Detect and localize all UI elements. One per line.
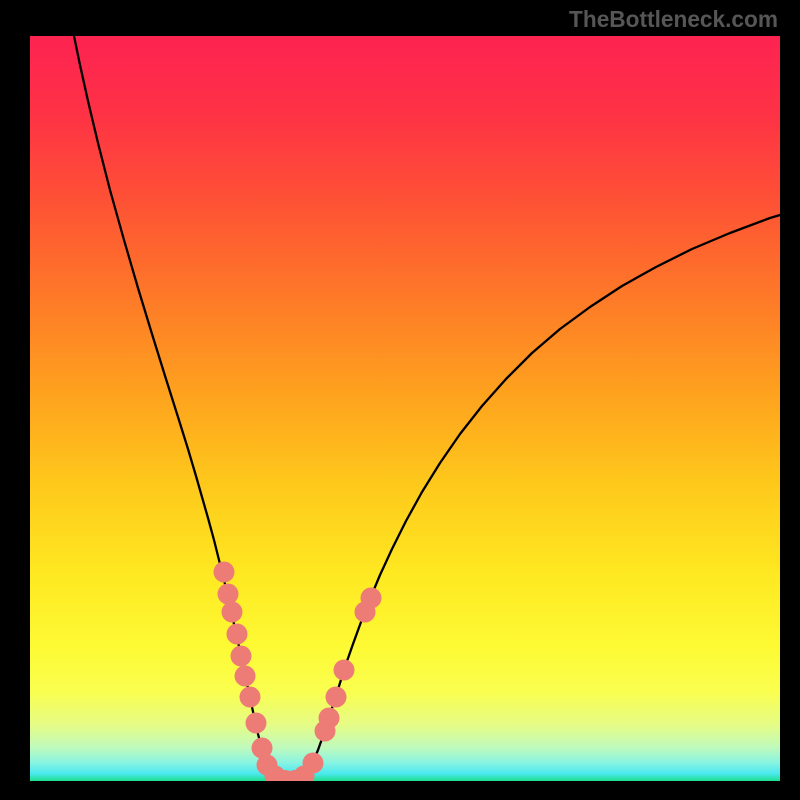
data-dot (361, 588, 382, 609)
data-dot (334, 660, 355, 681)
plot-area (30, 36, 780, 781)
data-dot (326, 687, 347, 708)
data-dot (303, 753, 324, 774)
watermark-text: TheBottleneck.com (569, 6, 778, 33)
chart-svg-layer (30, 36, 780, 781)
curve-left-branch (74, 36, 290, 781)
chart-stage: TheBottleneck.com (0, 0, 800, 800)
data-dot (240, 687, 261, 708)
data-dot (227, 624, 248, 645)
data-dots-group (214, 562, 382, 782)
data-dot (231, 646, 252, 667)
data-dot (235, 666, 256, 687)
data-dot (246, 713, 267, 734)
data-dot (222, 602, 243, 623)
data-dot (214, 562, 235, 583)
data-dot (319, 708, 340, 729)
data-dot (218, 584, 239, 605)
curve-right-branch (290, 215, 780, 781)
